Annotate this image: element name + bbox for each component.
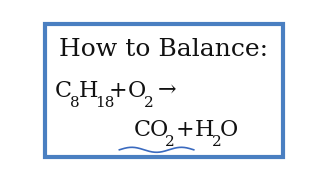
Text: 2: 2 <box>144 96 154 110</box>
Text: →: → <box>158 80 176 102</box>
Text: +: + <box>108 80 127 102</box>
Text: +: + <box>176 119 195 141</box>
Text: C: C <box>55 80 72 102</box>
Text: O: O <box>220 119 238 141</box>
Text: H: H <box>78 80 98 102</box>
Text: 2: 2 <box>212 135 221 149</box>
Text: C: C <box>134 119 151 141</box>
Text: 8: 8 <box>70 96 80 110</box>
Text: O: O <box>128 80 146 102</box>
Text: 18: 18 <box>95 96 115 110</box>
Text: How to Balance:: How to Balance: <box>60 38 268 61</box>
Text: O: O <box>150 119 168 141</box>
Text: H: H <box>195 119 214 141</box>
Text: 2: 2 <box>165 135 175 149</box>
